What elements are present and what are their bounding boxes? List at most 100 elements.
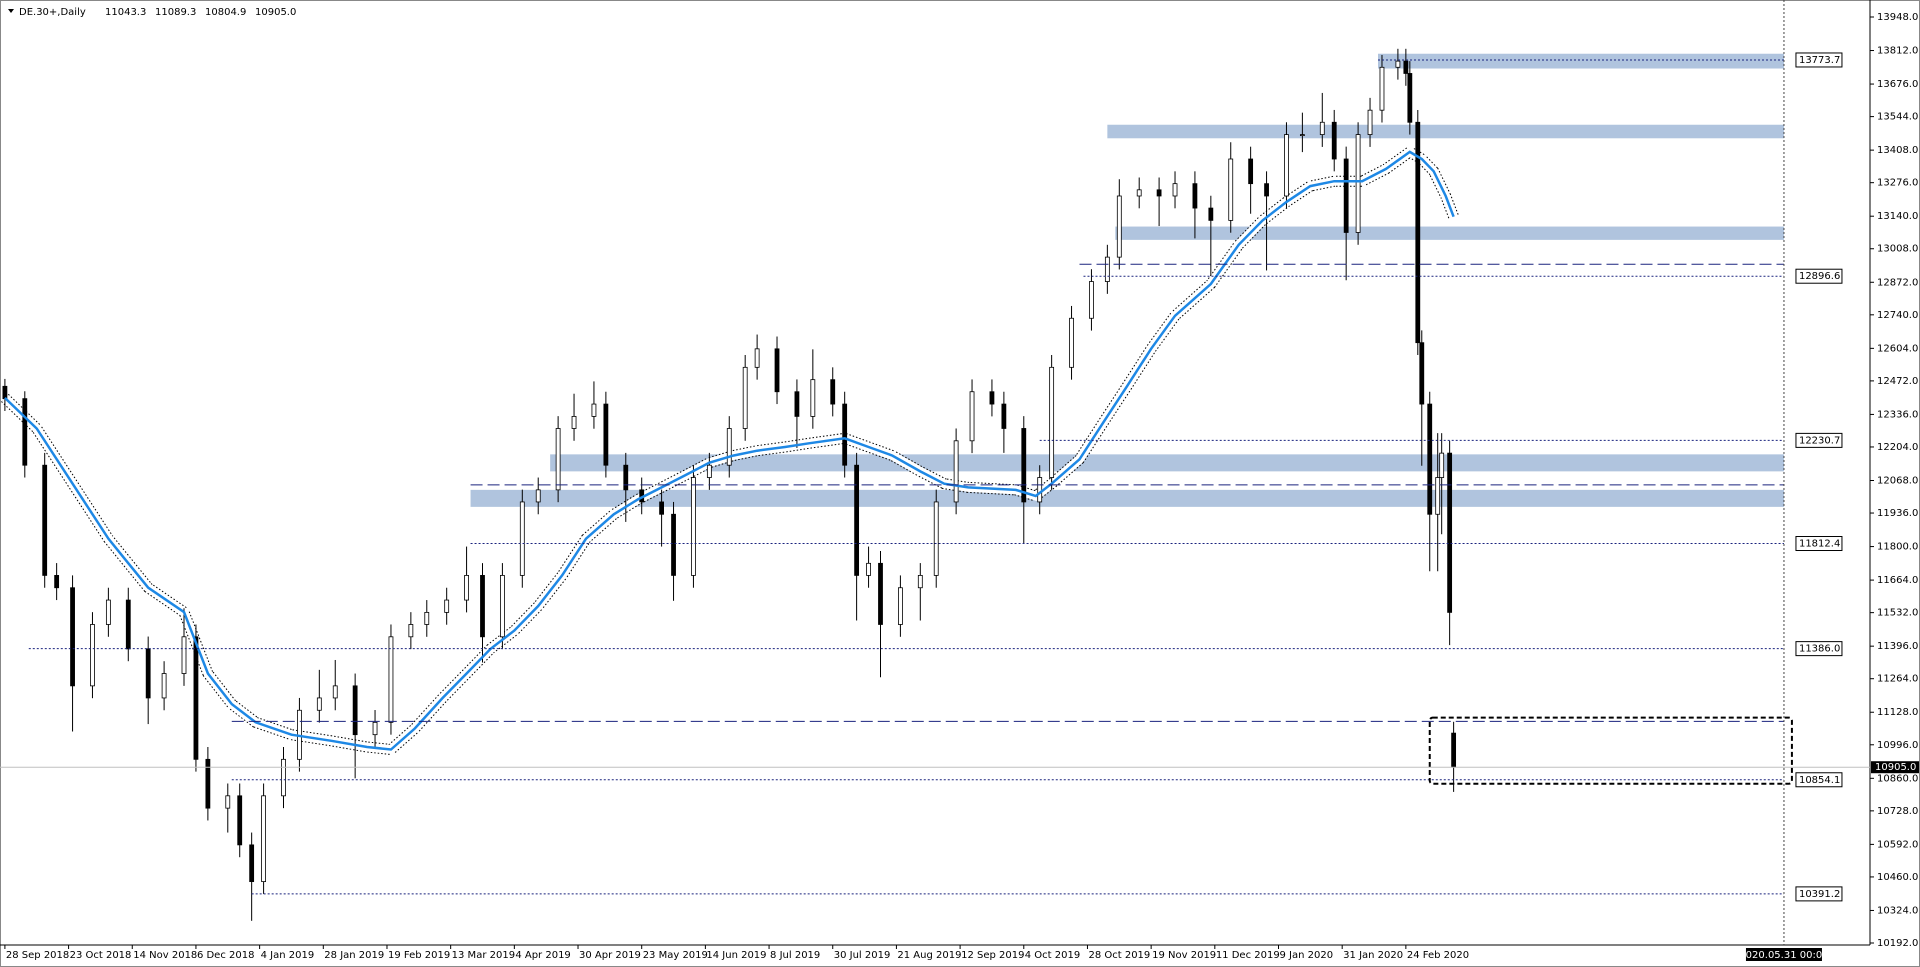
candle-body (1299, 134, 1305, 136)
y-tick-label: 11664.0 (1877, 575, 1918, 586)
candle-body (1089, 281, 1094, 319)
x-tick-label: 4 Jan 2019 (261, 950, 315, 961)
level-label-box (1795, 772, 1843, 788)
x-tick-label: 21 Aug 2019 (897, 950, 961, 961)
y-tick-label: 12604.0 (1877, 343, 1918, 354)
candle-body (1379, 66, 1385, 111)
y-tick-label: 10860.0 (1877, 773, 1918, 784)
level-label: 13773.7 (1799, 55, 1840, 66)
candle-body (388, 636, 394, 723)
level-label-box (1795, 641, 1843, 657)
zone (1378, 53, 1784, 69)
candle-body (953, 440, 959, 503)
header-value: 11043.3 (105, 7, 146, 18)
y-tick-label: 12740.0 (1877, 310, 1918, 321)
x-tick-label: 28 Jan 2019 (324, 950, 384, 961)
candle-body (1228, 158, 1234, 221)
candle-body (842, 403, 848, 466)
candle-body (878, 562, 883, 625)
candle-body (249, 844, 255, 883)
x-tick-label: 6 Dec 2018 (197, 950, 255, 961)
candle-body (54, 575, 60, 589)
candle-body (969, 391, 975, 442)
candle-body (555, 428, 561, 491)
y-tick-label: 13676.0 (1877, 79, 1918, 90)
candle-body (1395, 60, 1401, 68)
symbol: DE.30+,Daily (19, 7, 86, 18)
candle-body (1427, 403, 1433, 515)
zone (1115, 226, 1784, 240)
candle-body (261, 795, 267, 883)
level-label-box (1795, 268, 1843, 284)
x-tick-label: 30 Apr 2019 (579, 950, 641, 961)
level-label: 12896.6 (1799, 271, 1840, 282)
menu-arrow[interactable] (8, 9, 14, 13)
candle-body (408, 624, 414, 638)
level-label-box (1795, 886, 1843, 902)
y-tick-label: 13408.0 (1877, 145, 1918, 156)
candle-body (1248, 158, 1254, 185)
candle-body (603, 403, 609, 466)
x-tick-label: 14 Nov 2018 (133, 950, 197, 961)
candle-body (1403, 60, 1409, 74)
x-tick-label: 8 Jul 2019 (770, 950, 820, 961)
candle-body (571, 415, 577, 429)
candle-body (464, 575, 469, 601)
y-tick-label: 10192.0 (1877, 938, 1918, 949)
x-tick-label: 14 Jun 2019 (706, 950, 766, 961)
level-label: 10854.1 (1799, 775, 1840, 786)
candle-body (706, 464, 712, 478)
header-value: 10905.0 (255, 7, 296, 18)
candle-body (810, 379, 816, 417)
candle-body (794, 391, 800, 417)
candle-body (933, 501, 939, 576)
candle-body (499, 575, 505, 638)
candle-body (742, 366, 748, 429)
candle-body (1343, 158, 1349, 233)
x-tick-label: 31 Jan 2020 (1343, 950, 1403, 961)
zone (470, 489, 1784, 507)
candle-body (480, 575, 485, 638)
x-tick-label: 9 Jan 2020 (1280, 950, 1334, 961)
x-tick-label: 30 Jul 2019 (834, 950, 891, 961)
candle-body (1156, 189, 1162, 197)
candle-body (1172, 183, 1178, 197)
candle-body (1284, 134, 1289, 197)
y-tick-label: 11396.0 (1877, 641, 1918, 652)
level-label-box (1795, 52, 1843, 68)
candle-body (1104, 256, 1110, 282)
y-tick-label: 10996.0 (1877, 740, 1918, 751)
time-label: 2020.05.31 00:00 (1739, 950, 1828, 961)
header-value: 11089.3 (155, 7, 196, 18)
candle-body (1069, 317, 1074, 368)
x-tick-label: 4 Oct 2019 (1025, 950, 1080, 961)
candle-body (125, 599, 131, 650)
y-tick-label: 13812.0 (1877, 46, 1918, 57)
y-tick-label: 10460.0 (1877, 872, 1918, 883)
candle-body (866, 562, 871, 576)
candle-body (1419, 342, 1425, 405)
candle-body (1049, 366, 1055, 478)
level-label: 11386.0 (1799, 644, 1840, 655)
candle-body (623, 464, 629, 491)
candle-body (424, 611, 430, 625)
y-tick-label: 12872.0 (1877, 277, 1918, 288)
x-tick-label: 19 Nov 2019 (1152, 950, 1216, 961)
candle-body (591, 403, 597, 417)
candle-body (830, 379, 836, 405)
candle-body (1208, 207, 1214, 221)
candle-body (1447, 452, 1453, 613)
y-tick-label: 13008.0 (1877, 244, 1918, 255)
candle-body (332, 685, 338, 699)
candle-body (774, 348, 780, 393)
candle-body (1037, 477, 1043, 503)
candle-body (917, 575, 923, 589)
candle-body (316, 697, 322, 711)
x-tick-label: 11 Dec 2019 (1216, 950, 1280, 961)
candle-body (90, 624, 95, 687)
y-tick-label: 13948.0 (1877, 12, 1918, 23)
candle-body (22, 398, 28, 466)
candle-body (281, 758, 286, 797)
candle-body (1367, 109, 1373, 135)
y-tick-label: 10592.0 (1877, 839, 1918, 850)
